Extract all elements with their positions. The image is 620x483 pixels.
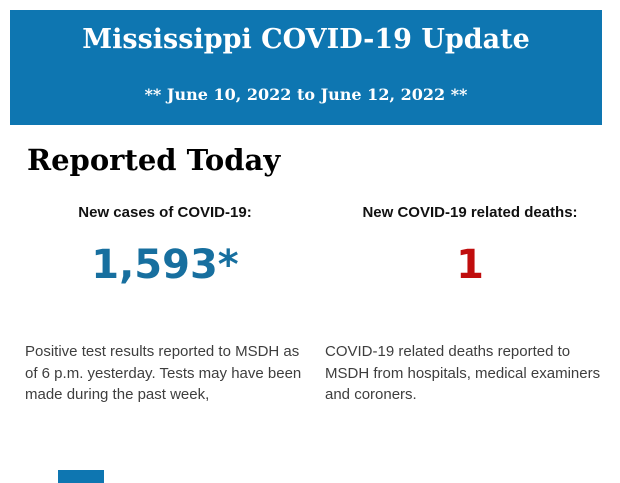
new-cases-value: 1,593* <box>91 242 239 288</box>
stat-new-deaths: New COVID-19 related deaths: 1 COVID-19 … <box>325 205 615 406</box>
new-cases-label: New cases of COVID-19: <box>78 204 252 221</box>
new-deaths-description: COVID-19 related deaths reported to MSDH… <box>325 343 601 403</box>
stat-new-cases: New cases of COVID-19: 1,593* Positive t… <box>25 205 305 406</box>
page-title: Mississippi COVID-19 Update <box>82 24 530 55</box>
next-section-partial-block <box>58 470 104 483</box>
header-banner: Mississippi COVID-19 Update ** June 10, … <box>10 10 602 125</box>
stats-columns: New cases of COVID-19: 1,593* Positive t… <box>25 205 615 406</box>
new-cases-description: Positive test results reported to MSDH a… <box>25 343 302 403</box>
new-deaths-value: 1 <box>456 242 484 288</box>
date-range: ** June 10, 2022 to June 12, 2022 ** <box>144 85 468 104</box>
section-title-reported-today: Reported Today <box>27 143 281 177</box>
new-deaths-label: New COVID-19 related deaths: <box>362 204 578 221</box>
